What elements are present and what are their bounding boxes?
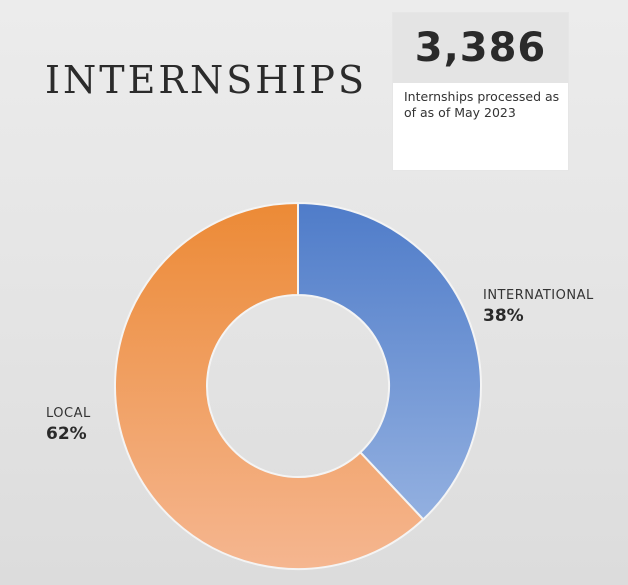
slice-percent-international: 38% bbox=[483, 306, 524, 326]
donut-slices bbox=[114, 201, 482, 570]
slice-name-international: INTERNATIONAL bbox=[483, 288, 594, 303]
slice-percent-local: 62% bbox=[46, 424, 87, 444]
slice-international bbox=[297, 201, 482, 521]
stat-band: 3,386 bbox=[393, 13, 568, 83]
stat-caption: Internships processed as of as of May 20… bbox=[404, 89, 560, 120]
stat-number: 3,386 bbox=[414, 25, 547, 71]
slice-label-local: LOCAL 62% bbox=[46, 406, 91, 444]
page-title: INTERNSHIPS bbox=[45, 58, 367, 102]
slice-local bbox=[114, 201, 425, 570]
slice-label-international: INTERNATIONAL 38% bbox=[483, 288, 594, 326]
slice-name-local: LOCAL bbox=[46, 406, 91, 421]
stat-card: 3,386 Internships processed as of as of … bbox=[393, 13, 568, 170]
